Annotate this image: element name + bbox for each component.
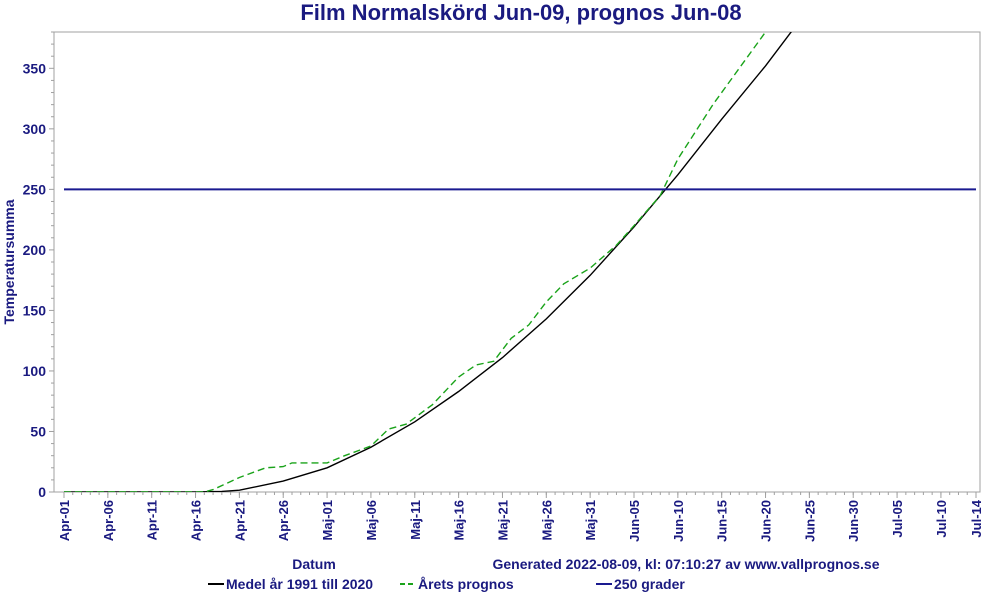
x-axis-label: Datum [292,556,336,572]
x-tick-label: Jun-25 [802,500,817,542]
series-line-0 [64,32,792,492]
y-tick-label: 100 [23,363,47,379]
y-tick-label: 50 [30,423,46,439]
x-tick-label: Apr-01 [57,500,72,541]
x-tick-label: Maj-11 [408,500,423,540]
x-tick-label: Jun-10 [671,500,686,542]
legend-label-0: Medel år 1991 till 2020 [226,576,373,592]
x-tick-label: Maj-21 [495,500,510,540]
x-tick-label: Jun-30 [846,500,861,542]
x-tick-label: Apr-06 [101,500,116,541]
chart-title: Film Normalskörd Jun-09, prognos Jun-08 [300,0,741,25]
x-tick-label: Jul-10 [934,500,949,538]
x-tick-label: Jun-15 [715,500,730,542]
y-tick-label: 250 [23,181,47,197]
y-tick-label: 300 [23,121,47,137]
y-tick-label: 0 [38,484,46,500]
x-tick-label: Maj-26 [539,500,554,540]
x-tick-label: Maj-31 [583,500,598,540]
x-tick-label: Maj-06 [364,500,379,540]
x-tick-label: Jul-14 [969,499,984,537]
x-tick-label: Jul-05 [890,500,905,538]
x-tick-label: Maj-01 [320,500,335,540]
plot-area [53,31,981,493]
x-tick-label: Apr-11 [145,500,160,540]
y-tick-label: 150 [23,302,47,318]
legend: Medel år 1991 till 2020 Årets prognos 250 … [208,576,685,592]
legend-label-2: 250 grader [614,576,685,592]
x-tick-label: Apr-16 [189,500,204,541]
x-tick-label: Jun-20 [759,500,774,542]
footer-text: Generated 2022-08-09, kl: 07:10:27 av ww… [493,556,880,572]
series-line-1 [64,32,767,492]
y-tick-label: 200 [23,242,47,258]
x-tick-label: Apr-21 [232,500,247,541]
legend-label-1: Årets prognos [418,576,514,592]
x-tick-label: Maj-16 [452,500,467,540]
x-tick-label: Jun-05 [627,500,642,542]
y-tick-label: 350 [23,60,47,76]
y-axis-label: Temperatursumma [1,199,17,324]
x-tick-label: Apr-26 [276,500,291,541]
